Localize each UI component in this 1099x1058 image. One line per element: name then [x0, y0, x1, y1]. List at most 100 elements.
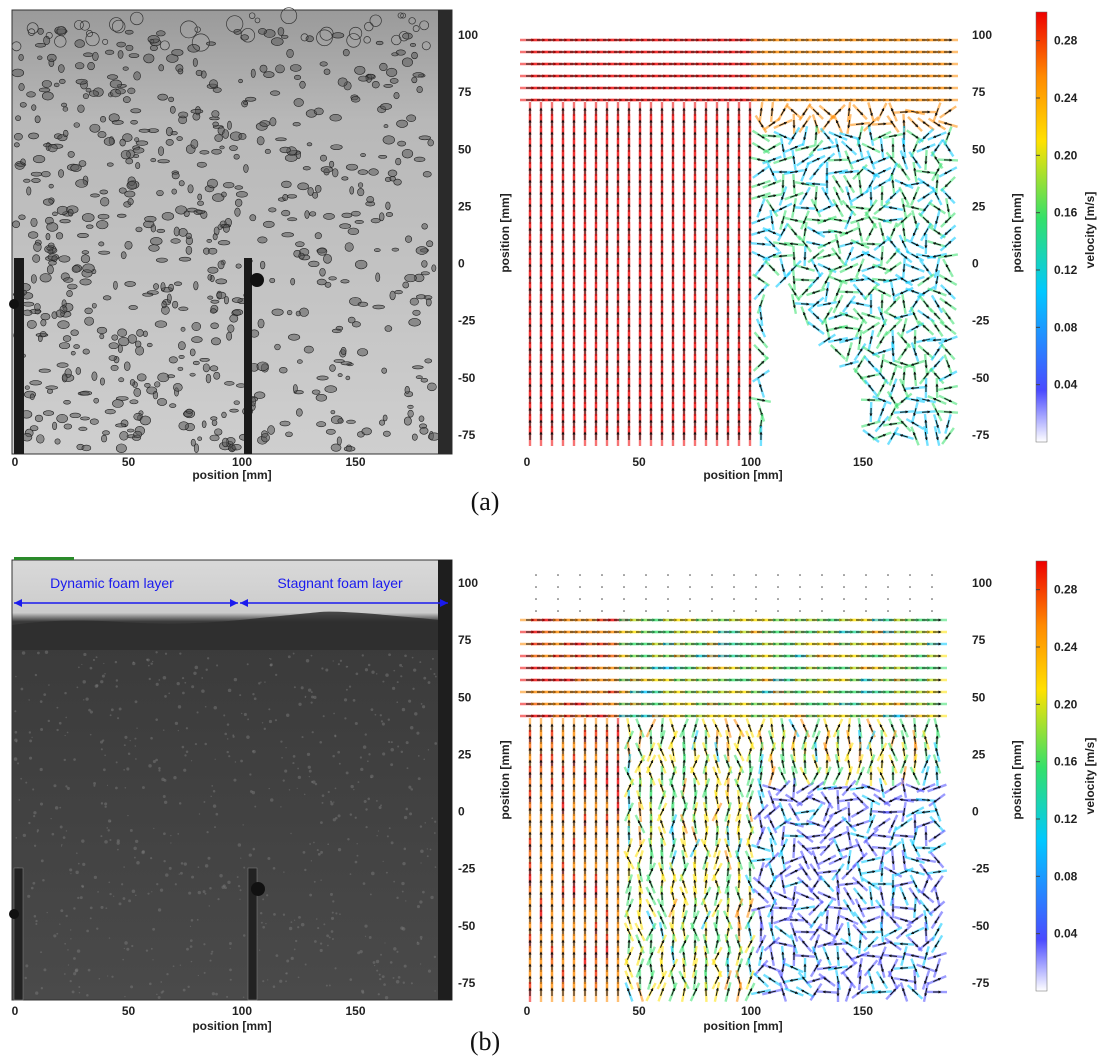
velocity-arrow	[801, 157, 809, 163]
velocity-arrow	[781, 143, 785, 153]
foam-grain	[234, 761, 237, 763]
foam-grain	[82, 680, 86, 684]
foam-grain	[434, 675, 437, 678]
foam-grain	[434, 742, 438, 745]
y-tick-label: 0	[972, 257, 979, 271]
bubble	[214, 134, 223, 142]
y-tick-label: 25	[458, 199, 472, 213]
foam-grain	[163, 800, 168, 804]
foam-grain	[297, 775, 302, 780]
foam-grain	[204, 864, 209, 868]
bubble	[185, 408, 193, 414]
velocity-arrow	[778, 254, 788, 258]
foam-grain	[126, 947, 130, 951]
velocity-arrow	[768, 121, 776, 127]
bubble	[315, 184, 322, 193]
bubble	[168, 356, 178, 364]
foam-grain	[204, 892, 207, 895]
foam-grain	[361, 654, 364, 657]
foam-grain	[51, 832, 55, 836]
bubble	[135, 140, 149, 146]
bubble	[207, 266, 219, 274]
bubble	[367, 73, 375, 79]
foam-grain	[14, 710, 17, 713]
foam-grain	[327, 790, 330, 794]
foam-grain	[115, 761, 118, 764]
bubble	[36, 434, 45, 444]
foam-grain	[170, 834, 172, 837]
foam-grain	[408, 785, 412, 789]
bubble	[100, 197, 110, 207]
bubble	[32, 155, 46, 164]
foam-grain	[161, 777, 165, 782]
bubble	[256, 136, 265, 146]
foam-grain	[419, 825, 423, 828]
foam-grain	[176, 681, 180, 686]
foam-grain	[198, 813, 201, 815]
bubble	[223, 181, 235, 189]
foam-grain	[232, 734, 235, 737]
bubble	[383, 84, 393, 88]
foam-grain	[239, 898, 241, 900]
foam-grain	[134, 839, 139, 844]
foam-grain	[186, 947, 189, 951]
foam-grain	[150, 857, 153, 860]
velocity-arrow	[814, 131, 818, 141]
foam-grain	[410, 982, 413, 985]
bubble	[202, 363, 210, 373]
foam-grain	[431, 657, 434, 660]
bubble	[254, 391, 266, 399]
velocity-arrow	[910, 386, 920, 390]
bubble	[34, 115, 41, 124]
foam-grain	[357, 951, 361, 955]
foam-grain	[136, 861, 140, 865]
bubble	[62, 129, 69, 138]
foam-grain	[400, 750, 404, 754]
foam-grain	[33, 844, 37, 847]
bubble	[70, 350, 76, 356]
bubble	[384, 325, 393, 332]
bubble	[233, 400, 240, 405]
foam-grain	[97, 891, 99, 893]
bubble	[316, 421, 327, 428]
bubble	[109, 79, 122, 89]
foam-bubble	[85, 32, 100, 47]
foam-grain	[392, 686, 396, 690]
foam-grain	[20, 777, 23, 780]
bubble	[396, 119, 408, 128]
foam-grain	[265, 922, 267, 925]
sensor-dot-left-a	[9, 299, 19, 309]
bubble	[139, 415, 151, 426]
foam-grain	[371, 670, 375, 674]
bubble	[133, 387, 142, 397]
bubble	[269, 90, 281, 96]
foam-grain	[170, 842, 172, 844]
foam-grain	[401, 890, 404, 893]
foam-grain	[106, 827, 109, 829]
velocity-arrow	[792, 299, 796, 309]
bubble	[46, 264, 54, 275]
velocity-arrow	[757, 360, 765, 368]
velocity-arrow	[899, 410, 909, 414]
velocity-arrow	[757, 133, 765, 139]
foam-grain	[285, 972, 287, 975]
foam-grain	[82, 862, 86, 866]
foam-grain	[109, 714, 112, 717]
foam-grain	[77, 862, 80, 865]
bubble	[126, 180, 138, 190]
bubble	[286, 309, 293, 316]
bubble	[97, 131, 107, 138]
bubble	[122, 96, 131, 104]
foam-bubble	[349, 26, 363, 40]
bubble	[329, 364, 336, 372]
foam-grain	[159, 888, 164, 892]
bubble	[185, 232, 192, 240]
bubble	[324, 281, 332, 288]
bubble	[47, 53, 57, 62]
foam-grain	[81, 885, 85, 888]
bubble	[320, 166, 333, 173]
bubble	[33, 242, 42, 252]
foam-grain	[133, 846, 137, 851]
foam-grain	[281, 756, 283, 759]
foam-grain	[330, 930, 334, 933]
